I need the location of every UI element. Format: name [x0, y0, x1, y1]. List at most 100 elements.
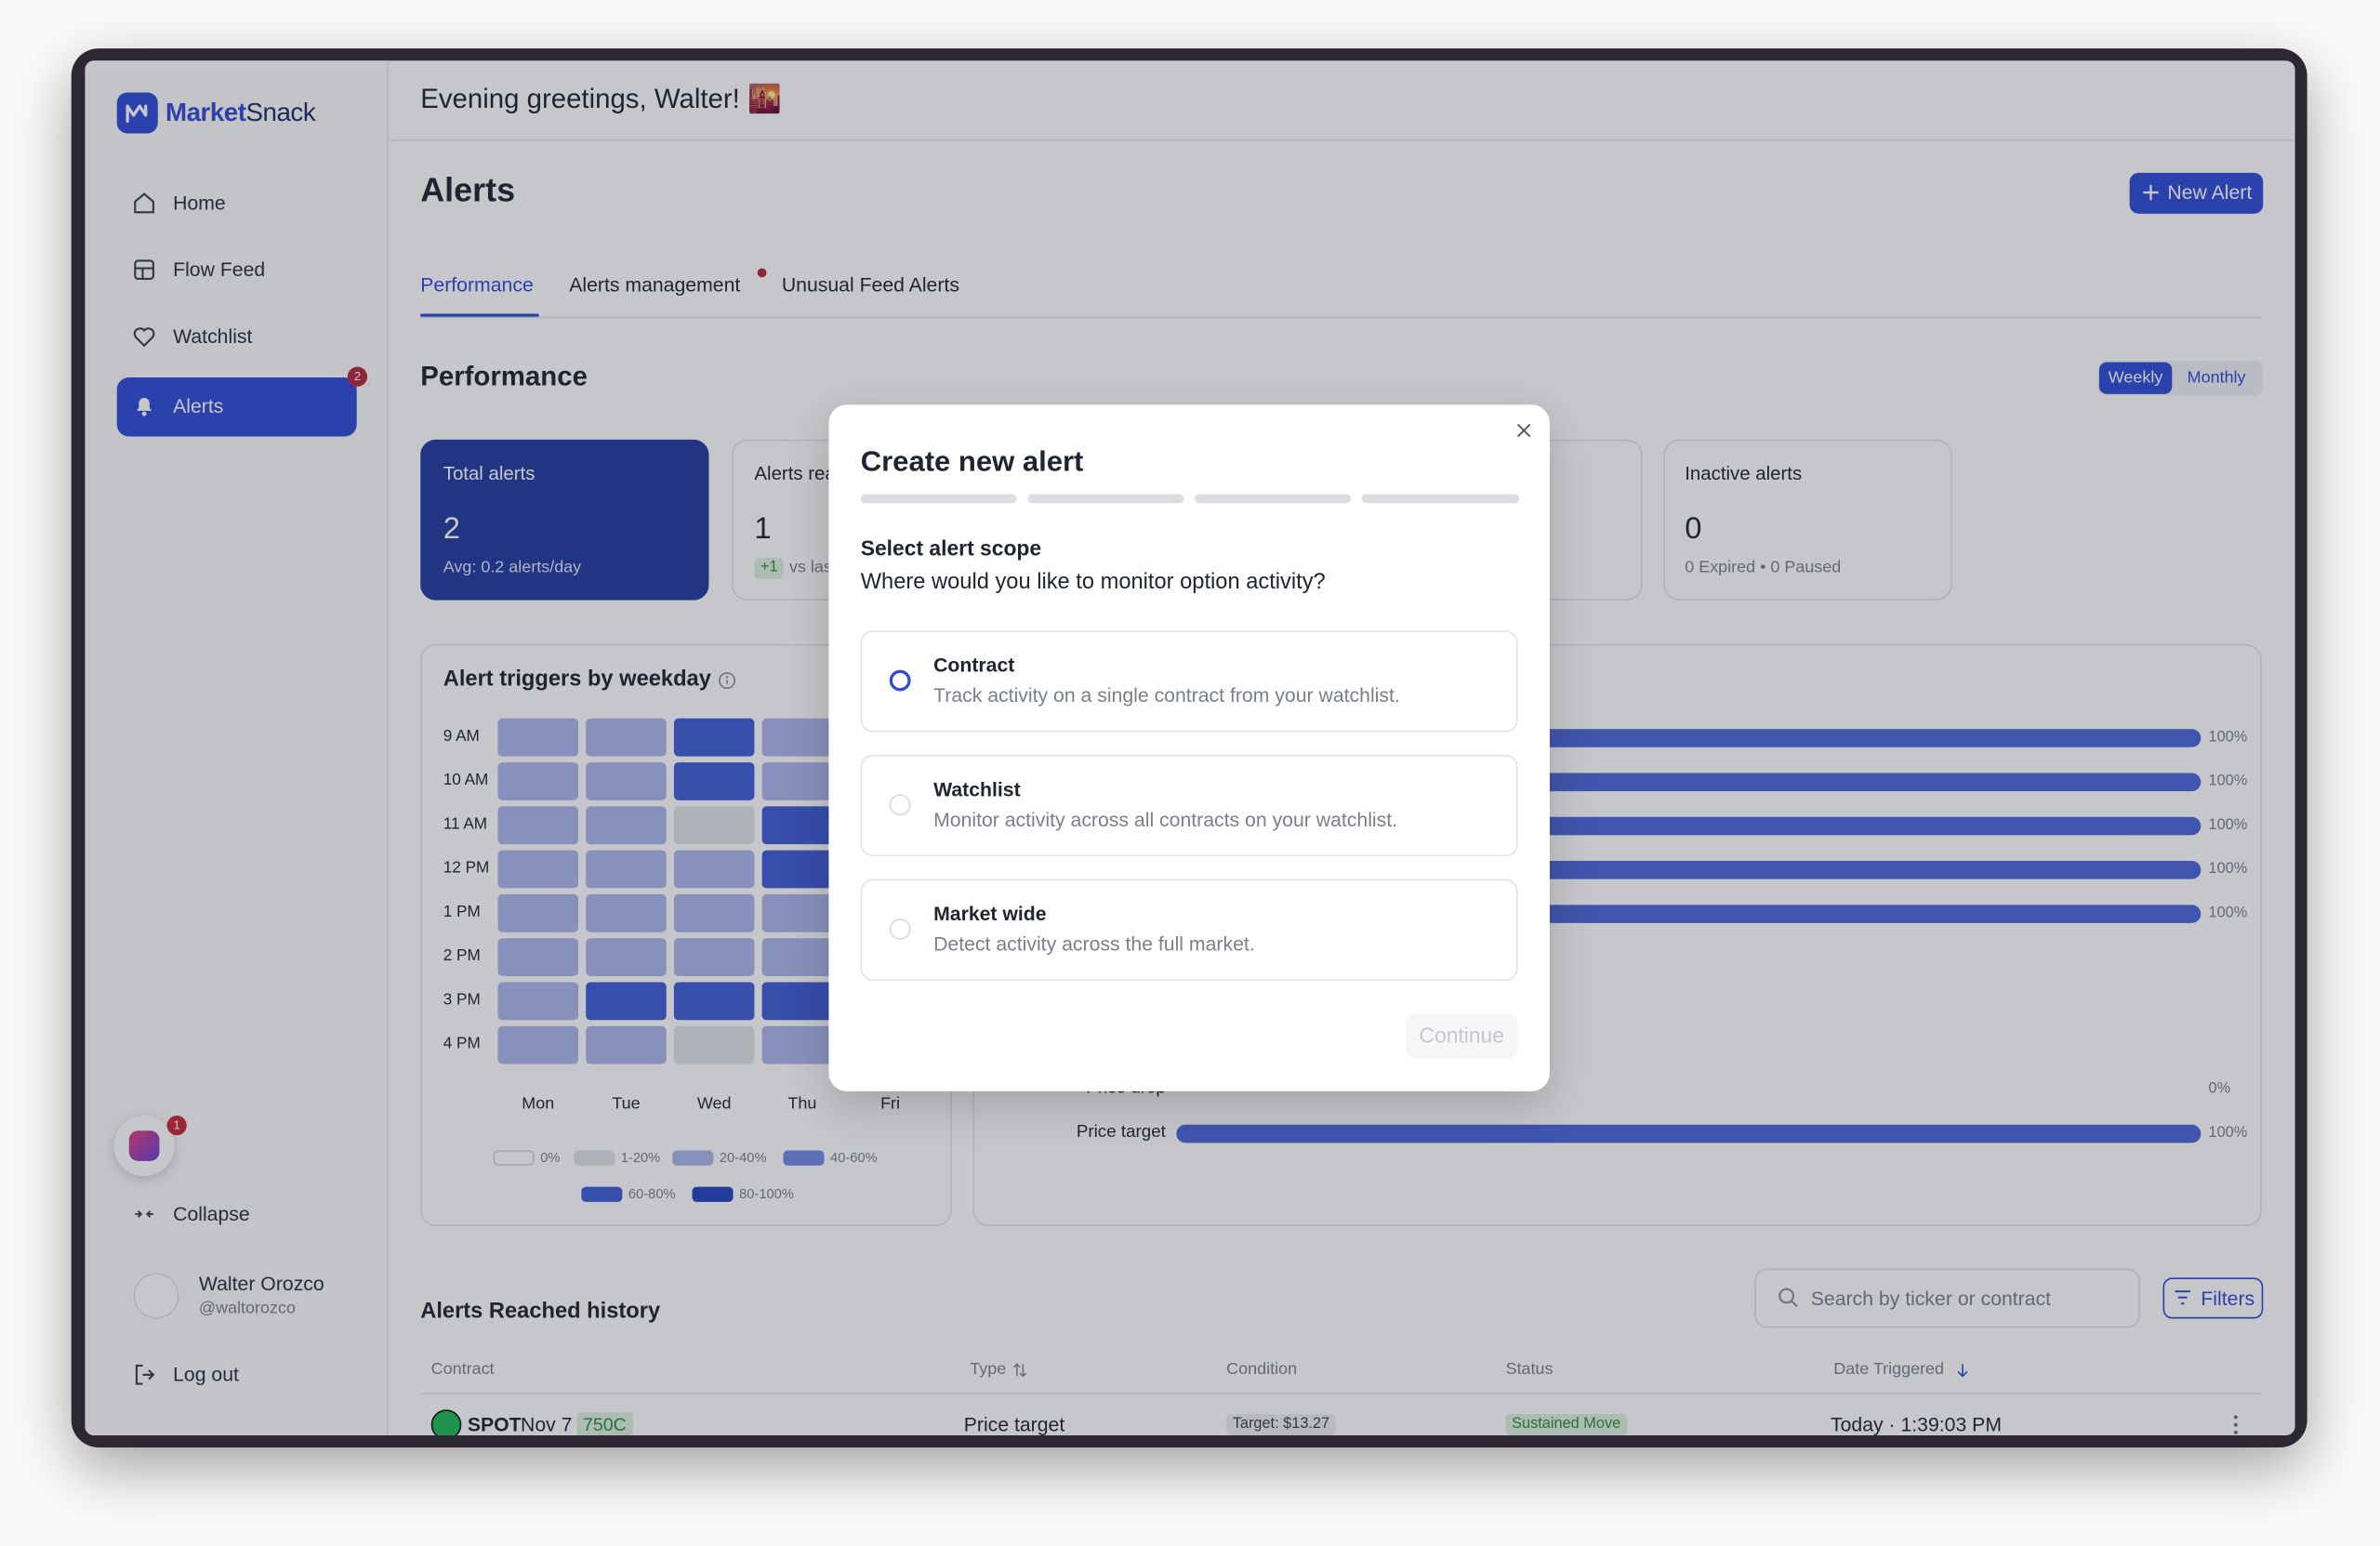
legend-label: 40-60% [830, 1149, 878, 1166]
row-label: 10 AM [443, 771, 489, 789]
avatar[interactable] [133, 1273, 179, 1319]
heat-cell [497, 805, 579, 844]
alerts-icon [136, 397, 152, 416]
column-header[interactable]: Date Triggered [1833, 1360, 1945, 1379]
chat-badge: 1 [166, 1115, 187, 1136]
legend-swatch [574, 1150, 615, 1166]
brand-bold: Market [165, 98, 246, 127]
question: Where would you like to monitor option a… [860, 570, 1326, 595]
brand: MarketSnack [165, 98, 316, 129]
column-header: Contract [430, 1360, 495, 1379]
card-note: 0 Expired • 0 Paused [1685, 558, 1842, 577]
section-title: Performance [420, 361, 588, 391]
bar-label: Price target [1076, 1123, 1166, 1142]
card-note: Avg: 0.2 alerts/day [443, 558, 582, 577]
option[interactable] [860, 754, 1518, 857]
heat-cell [586, 981, 667, 1020]
heat-cell [586, 761, 667, 800]
heat-cell [673, 805, 755, 844]
heat-cell [673, 937, 755, 976]
toggle-active[interactable] [2098, 362, 2173, 394]
logout[interactable]: Log out [173, 1363, 239, 1386]
heat-cell [673, 1024, 755, 1064]
tab-management[interactable]: Alerts management [569, 272, 741, 297]
option-title: Market wide [933, 902, 1047, 925]
logo-mark [126, 104, 148, 124]
app: MarketSnack Home Flow Feed Watchlist Ale… [85, 60, 2295, 1435]
nav-watchlist[interactable]: Watchlist [173, 324, 253, 348]
heat-cell [586, 805, 667, 844]
heat-cell [497, 761, 579, 800]
option[interactable] [860, 879, 1518, 981]
x-tick-label: Fri [880, 1094, 901, 1114]
heat-cell [497, 981, 579, 1020]
filters-icon [2175, 1290, 2190, 1305]
legend-label: 1-20% [620, 1149, 661, 1166]
option[interactable] [860, 630, 1518, 733]
card-value: 2 [443, 512, 460, 546]
radio[interactable] [889, 669, 911, 692]
heat-cell [497, 893, 579, 932]
nav-flow-feed[interactable]: Flow Feed [173, 258, 266, 281]
card-inactive [1663, 439, 1952, 601]
column-header[interactable]: Type [970, 1360, 1007, 1379]
alert-type: Price target [963, 1412, 1065, 1435]
value-label: 100% [2208, 1124, 2248, 1142]
logo[interactable] [116, 92, 158, 134]
legend-label: 80-100% [739, 1185, 794, 1202]
sort-icon [1013, 1363, 1027, 1378]
nav-home[interactable]: Home [173, 191, 226, 215]
legend-label: 60-80% [628, 1185, 676, 1202]
option-description: Monitor activity across all contracts on… [933, 808, 1398, 831]
option-title: Watchlist [933, 777, 1021, 801]
collapse[interactable]: Collapse [173, 1202, 250, 1225]
heat-cell [497, 849, 579, 888]
plus-icon [2143, 184, 2159, 201]
tab-unusual[interactable]: Unusual Feed Alerts [781, 272, 959, 297]
heat-cell [586, 717, 667, 756]
heatmap-title: Alert triggers by weekday [443, 667, 711, 692]
radio[interactable] [889, 794, 911, 816]
toggle-monthly[interactable]: Monthly [2187, 368, 2246, 388]
ticker: SPOT [467, 1412, 522, 1435]
row-menu[interactable] [2233, 1414, 2240, 1435]
expiry: Nov 7 [520, 1412, 573, 1435]
search-placeholder: Search by ticker or contract [1810, 1287, 2052, 1310]
info-icon[interactable] [718, 671, 736, 690]
column-header: Status [1505, 1360, 1554, 1379]
row-label: 11 AM [443, 814, 488, 834]
history-title: Alerts Reached history [420, 1299, 661, 1324]
heat-cell [497, 937, 579, 976]
row-label: 1 PM [443, 903, 481, 921]
table-border [420, 1393, 2262, 1394]
nav-active-bg[interactable] [116, 377, 357, 437]
chat-widget[interactable] [113, 1115, 175, 1177]
heat-cell [497, 717, 579, 756]
nav-alerts[interactable]: Alerts [173, 394, 224, 417]
legend-swatch [672, 1150, 714, 1166]
legend-label: 20-40% [719, 1149, 767, 1166]
step-bar [1361, 494, 1520, 504]
tab-performance[interactable]: Performance [420, 272, 534, 297]
row-label: 2 PM [443, 946, 481, 966]
option-description: Detect activity across the full market. [933, 932, 1255, 956]
home-icon [134, 192, 154, 214]
legend-label: 0% [540, 1149, 561, 1166]
heat-cell [497, 1024, 579, 1064]
radio[interactable] [889, 918, 911, 940]
close-button[interactable] [1516, 423, 1531, 438]
step-bar [1027, 494, 1184, 504]
search-icon [1778, 1288, 1798, 1308]
card-total [420, 439, 709, 601]
heat-cell [673, 849, 755, 888]
search-box[interactable] [1754, 1268, 2141, 1328]
strike: 750C [576, 1412, 633, 1435]
continue-button[interactable]: Continue [1405, 1013, 1518, 1059]
toggle-weekly[interactable]: Weekly [2108, 368, 2163, 388]
logout-icon [135, 1364, 155, 1385]
flow-icon [134, 259, 154, 281]
watchlist-icon [133, 327, 155, 348]
